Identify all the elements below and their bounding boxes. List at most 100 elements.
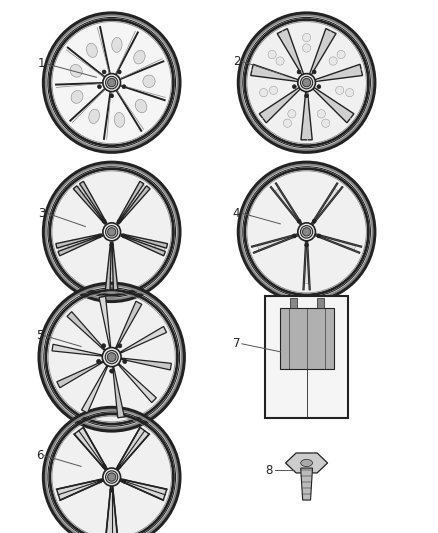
Ellipse shape — [98, 85, 101, 88]
Ellipse shape — [59, 243, 68, 253]
Ellipse shape — [117, 70, 121, 74]
Ellipse shape — [131, 193, 141, 203]
Ellipse shape — [98, 479, 101, 483]
Ellipse shape — [276, 57, 284, 65]
Ellipse shape — [110, 369, 114, 373]
Polygon shape — [57, 479, 103, 500]
Ellipse shape — [312, 219, 316, 223]
Ellipse shape — [107, 269, 117, 278]
Ellipse shape — [112, 37, 122, 52]
Polygon shape — [56, 234, 102, 248]
Text: 8: 8 — [266, 464, 273, 477]
Polygon shape — [81, 365, 108, 413]
Ellipse shape — [297, 219, 301, 223]
Text: 1: 1 — [38, 58, 46, 70]
Polygon shape — [124, 236, 161, 249]
Ellipse shape — [143, 75, 155, 87]
Polygon shape — [119, 189, 143, 221]
Polygon shape — [117, 181, 144, 223]
Ellipse shape — [48, 293, 175, 422]
Ellipse shape — [303, 228, 311, 236]
Polygon shape — [300, 468, 312, 500]
Bar — [317, 298, 324, 308]
Ellipse shape — [155, 243, 165, 253]
Ellipse shape — [108, 78, 116, 87]
Ellipse shape — [305, 243, 308, 247]
Ellipse shape — [106, 76, 118, 89]
Ellipse shape — [52, 22, 171, 143]
Ellipse shape — [303, 44, 311, 52]
Polygon shape — [110, 246, 113, 284]
Polygon shape — [310, 29, 336, 74]
Ellipse shape — [293, 85, 296, 88]
Ellipse shape — [298, 74, 315, 92]
Ellipse shape — [68, 240, 78, 249]
Ellipse shape — [107, 279, 117, 289]
Polygon shape — [121, 236, 166, 256]
Polygon shape — [119, 326, 166, 353]
Polygon shape — [286, 453, 328, 473]
Ellipse shape — [305, 94, 308, 98]
Ellipse shape — [247, 171, 366, 293]
Polygon shape — [120, 358, 171, 370]
Polygon shape — [117, 363, 156, 402]
Ellipse shape — [259, 88, 268, 97]
Ellipse shape — [298, 223, 315, 241]
Ellipse shape — [268, 51, 276, 59]
Polygon shape — [316, 64, 363, 82]
Ellipse shape — [102, 219, 106, 223]
Polygon shape — [120, 479, 167, 500]
Ellipse shape — [317, 110, 325, 118]
Ellipse shape — [102, 464, 106, 469]
Polygon shape — [301, 92, 312, 140]
Ellipse shape — [52, 171, 171, 293]
Ellipse shape — [321, 119, 330, 127]
Ellipse shape — [247, 22, 366, 143]
Ellipse shape — [110, 243, 113, 247]
Polygon shape — [73, 186, 106, 224]
Polygon shape — [251, 64, 297, 82]
Ellipse shape — [346, 88, 354, 97]
Ellipse shape — [103, 74, 120, 92]
Polygon shape — [57, 361, 104, 388]
Bar — [290, 298, 297, 308]
Text: 7: 7 — [233, 337, 240, 350]
Ellipse shape — [146, 240, 155, 249]
Ellipse shape — [293, 234, 296, 238]
Ellipse shape — [297, 70, 301, 74]
Ellipse shape — [269, 86, 278, 94]
Polygon shape — [121, 234, 167, 248]
Ellipse shape — [123, 359, 127, 364]
Ellipse shape — [106, 225, 118, 238]
Ellipse shape — [122, 234, 126, 238]
Polygon shape — [80, 189, 104, 221]
Ellipse shape — [102, 348, 121, 367]
Ellipse shape — [106, 471, 118, 483]
Ellipse shape — [102, 70, 106, 74]
Polygon shape — [118, 186, 150, 224]
Text: 6: 6 — [35, 449, 43, 462]
Polygon shape — [106, 242, 111, 290]
Polygon shape — [117, 427, 149, 470]
Ellipse shape — [108, 228, 116, 236]
Polygon shape — [80, 181, 106, 223]
Ellipse shape — [303, 78, 311, 87]
Ellipse shape — [317, 234, 321, 238]
Ellipse shape — [110, 488, 113, 492]
Text: 4: 4 — [233, 207, 240, 220]
Ellipse shape — [89, 109, 99, 124]
Polygon shape — [115, 301, 142, 350]
Ellipse shape — [117, 464, 121, 469]
Ellipse shape — [70, 64, 82, 77]
Ellipse shape — [337, 51, 345, 59]
Ellipse shape — [52, 416, 171, 533]
Polygon shape — [67, 312, 106, 351]
Polygon shape — [314, 88, 354, 123]
Text: 5: 5 — [36, 329, 43, 342]
Ellipse shape — [97, 359, 101, 364]
Bar — [279, 308, 334, 369]
Ellipse shape — [102, 344, 106, 348]
Ellipse shape — [107, 353, 116, 361]
Polygon shape — [52, 344, 103, 356]
Text: 2: 2 — [233, 55, 240, 68]
